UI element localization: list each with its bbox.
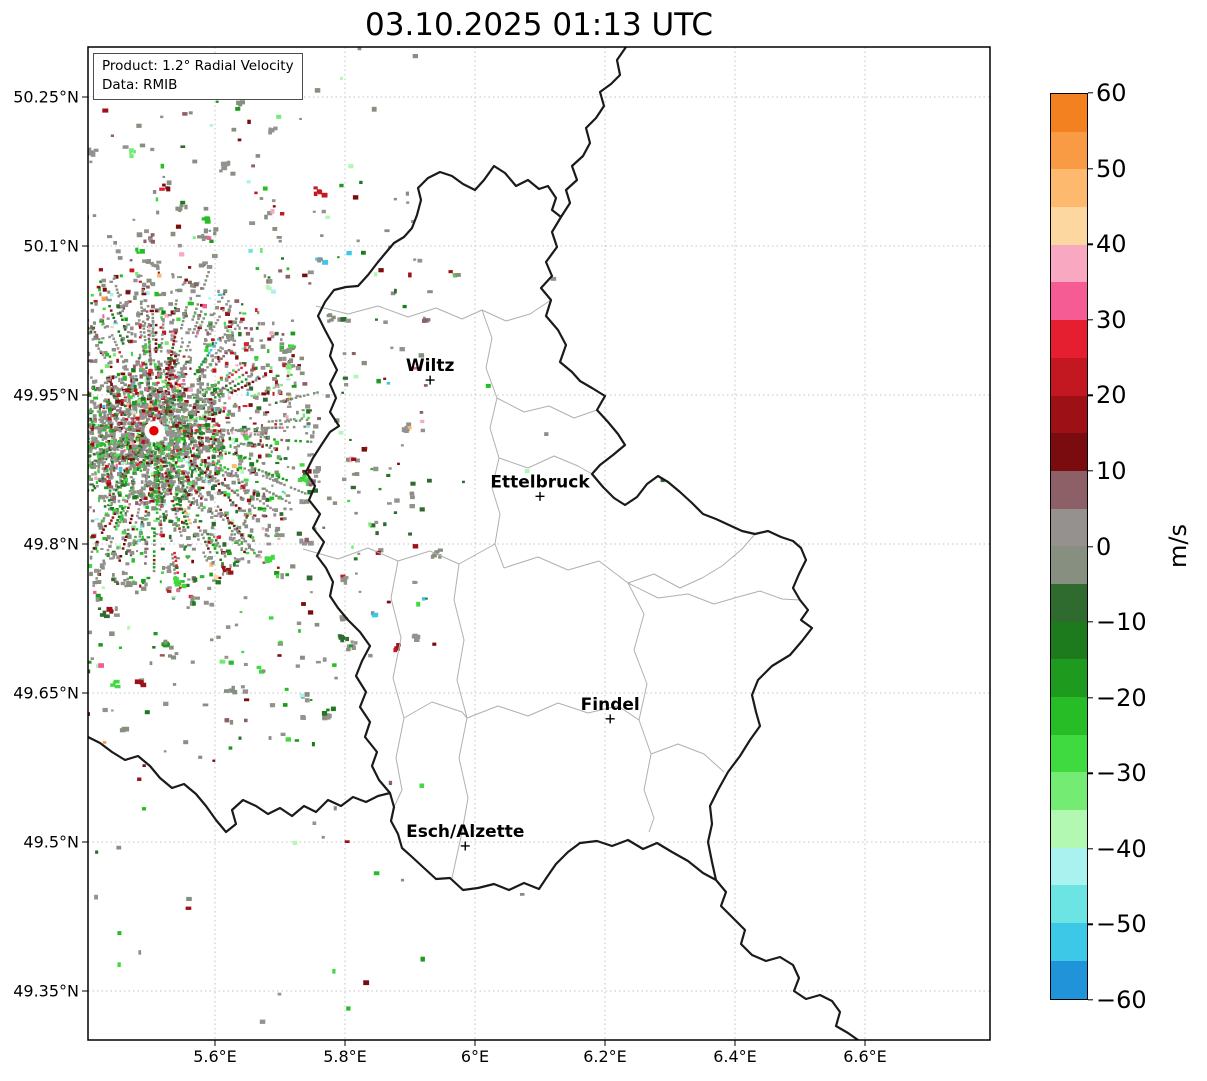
gridlines <box>88 47 990 1040</box>
colorbar-segment <box>1051 546 1087 584</box>
colorbar-tick-mark <box>1088 319 1093 321</box>
colorbar-tick-mark <box>1088 167 1093 170</box>
lat-tick-label: 50.1°N <box>23 236 79 256</box>
lat-tick-label: 50.25°N <box>13 87 79 107</box>
colorbar-tick-label: 10 <box>1096 456 1127 485</box>
colorbar-segment <box>1051 320 1087 358</box>
colorbar-segment <box>1051 282 1087 321</box>
city-marker-icon <box>605 714 615 724</box>
city-label: Wiltz <box>406 356 455 376</box>
lat-tick-label: 49.35°N <box>13 981 79 1001</box>
country-borders <box>88 47 860 1040</box>
colorbar-segment <box>1051 810 1087 848</box>
lon-tick-label: 5.8°E <box>323 1047 367 1066</box>
colorbar-segment <box>1051 395 1087 434</box>
colorbar-tick-mark <box>1088 243 1093 245</box>
city-marker-icon <box>460 841 470 851</box>
product-label: Product: 1.2° Radial Velocity <box>102 58 294 74</box>
radar-site-marker <box>144 421 164 441</box>
colorbar-segment <box>1051 772 1087 811</box>
colorbar-tick-label: 50 <box>1096 154 1127 183</box>
colorbar-segment <box>1051 885 1087 924</box>
colorbar-tick-label: −20 <box>1096 683 1147 712</box>
colorbar-segment <box>1051 131 1087 170</box>
colorbar-segment <box>1051 207 1087 245</box>
district-borders <box>302 299 801 879</box>
colorbar-tick-mark <box>1088 923 1093 926</box>
colorbar-segment <box>1051 923 1087 961</box>
lat-tick-label: 49.5°N <box>23 832 79 852</box>
colorbar-segment <box>1051 659 1087 697</box>
colorbar-unit-label: m/s <box>1164 524 1192 568</box>
colorbar-tick-label: −40 <box>1096 834 1147 863</box>
city-label: Esch/Alzette <box>406 822 524 842</box>
colorbar-segment <box>1051 847 1087 886</box>
info-box: Product: 1.2° Radial Velocity Data: RMIB <box>93 53 303 100</box>
colorbar-tick-mark <box>1088 772 1093 774</box>
city-labels-layer: Wiltz Ettelbruck Findel Esch/Alzette <box>406 356 640 851</box>
colorbar-tick-mark <box>1088 621 1093 623</box>
colorbar-tick-label: 30 <box>1096 305 1127 334</box>
lon-tick-label: 6.6°E <box>843 1047 887 1066</box>
colorbar-tick-label: 40 <box>1096 230 1127 259</box>
colorbar-tick-label: −30 <box>1096 759 1147 788</box>
city-label: Findel <box>581 695 640 715</box>
colorbar-tick-label: −60 <box>1096 986 1147 1014</box>
colorbar-tick-mark <box>1088 696 1093 699</box>
colorbar-tick-mark <box>1088 999 1093 1001</box>
colorbar-tick-label: −50 <box>1096 910 1147 939</box>
colorbar-tick-mark <box>1088 92 1093 94</box>
colorbar <box>1050 93 1088 1000</box>
colorbar-tick-label: 60 <box>1096 79 1127 107</box>
city-marker-icon <box>425 375 435 385</box>
lon-tick-label: 6.2°E <box>583 1047 627 1066</box>
colorbar-tick-label: 0 <box>1096 532 1112 561</box>
lon-tick-label: 6°E <box>460 1047 490 1066</box>
lat-tick-label: 49.8°N <box>23 534 79 554</box>
radar-echo-layer <box>88 47 665 1024</box>
lon-tick-label: 5.6°E <box>193 1047 237 1066</box>
colorbar-tick-mark <box>1088 848 1093 850</box>
colorbar-segment <box>1051 697 1087 735</box>
radar-site-dot-icon <box>148 425 160 437</box>
lat-tick-label: 49.95°N <box>13 385 79 405</box>
colorbar-segment <box>1051 357 1087 396</box>
lat-tick-label: 49.65°N <box>13 683 79 703</box>
colorbar-segment <box>1051 470 1087 509</box>
colorbar-segment <box>1051 583 1087 622</box>
colorbar-segment <box>1051 94 1087 132</box>
colorbar-segment <box>1051 960 1087 999</box>
colorbar-tick-label: 20 <box>1096 381 1127 410</box>
data-source-label: Data: RMIB <box>102 76 178 93</box>
colorbar-segment <box>1051 621 1087 660</box>
colorbar-segment <box>1051 169 1087 208</box>
colorbar-segment <box>1051 433 1087 471</box>
city-label: Ettelbruck <box>490 472 590 492</box>
lon-tick-label: 6.4°E <box>713 1047 757 1066</box>
colorbar-tick-mark <box>1088 394 1093 397</box>
colorbar-tick-label: −10 <box>1096 608 1147 637</box>
colorbar-tick-mark <box>1088 470 1093 472</box>
city-marker-icon <box>535 491 545 501</box>
timestamp-title: 03.10.2025 01:13 UTC <box>365 7 713 43</box>
colorbar-tick-mark <box>1088 545 1093 548</box>
colorbar-segment <box>1051 734 1087 773</box>
colorbar-segment <box>1051 508 1087 547</box>
colorbar-segment <box>1051 244 1087 283</box>
axis-tick-marks <box>82 96 866 1046</box>
